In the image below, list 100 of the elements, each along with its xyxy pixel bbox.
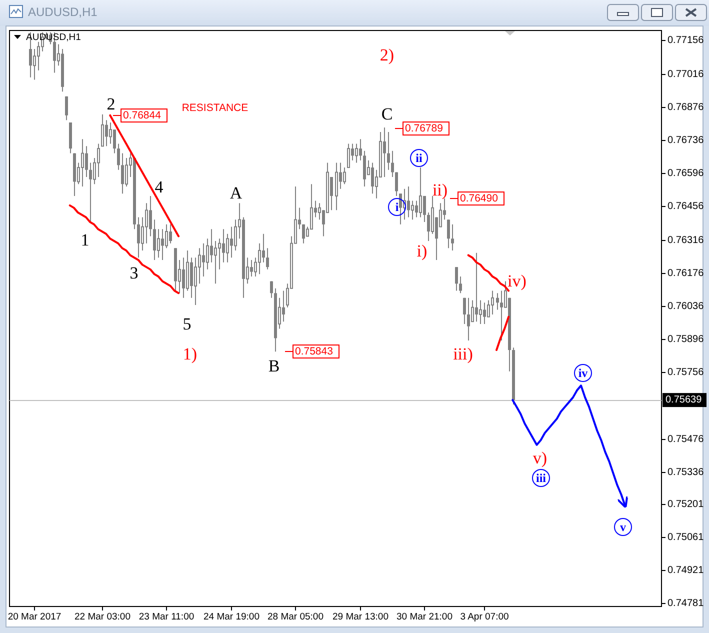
candlestick [153, 219, 156, 260]
candlestick [479, 300, 482, 324]
x-tick-label: 20 Mar 2017 [8, 612, 62, 622]
annotation: 0.75843 [295, 346, 334, 358]
candlestick [451, 224, 454, 251]
y-tick-label: 0.76176 [668, 268, 704, 279]
y-tick-label: 0.75201 [668, 499, 704, 510]
candlestick [282, 290, 285, 322]
y-tick-label: 0.76736 [668, 135, 704, 146]
annotation: 0.76490 [460, 192, 498, 204]
candlestick [97, 143, 100, 178]
candlestick [423, 195, 426, 223]
y-tick-label: 0.75896 [668, 334, 704, 345]
candlestick [161, 228, 164, 260]
candlestick [145, 202, 148, 244]
candlestick [266, 248, 269, 270]
annotation: RESISTANCE [182, 102, 248, 114]
candlestick [467, 297, 470, 342]
y-tick-label: 0.74781 [668, 598, 704, 609]
candlestick [202, 242, 205, 278]
candlestick [194, 257, 197, 306]
annotation: 2) [380, 46, 394, 64]
candlestick [121, 152, 124, 194]
candlestick [459, 276, 462, 294]
annotation: iv [578, 366, 588, 380]
x-tick-label: 28 Mar 05:00 [268, 612, 324, 622]
chart-title: AUDUSD,H1 [28, 5, 98, 19]
x-tick-label: 24 Mar 19:00 [204, 612, 260, 622]
candlestick [355, 143, 358, 164]
candlestick [496, 292, 499, 310]
candlestick [447, 219, 450, 249]
annotation: v [620, 520, 626, 534]
candlestick [214, 240, 217, 284]
candlestick [395, 172, 398, 196]
candlestick [190, 257, 193, 298]
candlestick [109, 122, 112, 144]
candlestick [113, 129, 116, 154]
candlestick [101, 114, 104, 147]
annotation: 5 [182, 314, 192, 334]
candlestick [411, 200, 414, 220]
candlestick [65, 96, 68, 121]
candlestick [455, 266, 458, 292]
y-tick-label: 0.77016 [668, 69, 704, 80]
annotation: 1 [80, 230, 90, 250]
y-tick-label: 0.76596 [668, 168, 704, 179]
candlestick [371, 162, 374, 194]
chart-subtitle: AUDUSD,H1 [26, 32, 81, 43]
candlestick [270, 280, 273, 298]
candlestick [343, 167, 346, 185]
candlestick [125, 158, 128, 187]
candlestick [419, 167, 422, 218]
candlestick [85, 146, 88, 178]
y-tick-label: 0.77156 [668, 35, 704, 46]
candlestick [182, 257, 185, 298]
candlestick [483, 302, 486, 324]
candlestick [387, 131, 390, 170]
candlestick [117, 143, 120, 170]
y-tick-label: 0.76316 [668, 235, 704, 246]
annotation: v) [532, 448, 548, 468]
candlestick [137, 216, 140, 258]
candlestick [383, 126, 386, 178]
x-tick-label: 30 Mar 21:00 [396, 612, 452, 622]
line-series [68, 204, 180, 294]
candlestick [359, 138, 362, 161]
annotation: i [395, 200, 400, 214]
candlestick [81, 138, 84, 187]
candlestick [169, 224, 172, 244]
annotation: B [268, 356, 280, 376]
annotation: 3 [130, 264, 138, 282]
y-tick-label: 0.76456 [668, 201, 704, 212]
x-tick-label: 23 Mar 11:00 [138, 612, 194, 622]
candlestick [391, 150, 394, 178]
y-tick-label: 0.74921 [668, 565, 704, 576]
candlestick [149, 195, 152, 237]
candlestick [206, 238, 209, 270]
candlestick [157, 228, 160, 258]
candlestick [218, 238, 221, 270]
candlestick [262, 233, 265, 263]
candlestick [347, 143, 350, 168]
annotation: A [230, 184, 243, 203]
y-tick-label: 0.75476 [668, 434, 704, 445]
candlestick [258, 242, 261, 275]
annotation: ii) [432, 180, 448, 200]
annotation: iii [536, 471, 547, 485]
candlestick [475, 252, 478, 322]
candlestick [431, 195, 434, 234]
candlestick [234, 219, 237, 251]
annotation: C [381, 104, 393, 124]
annotation: 2 [106, 94, 116, 114]
annotation: i) [416, 242, 428, 260]
candlestick [105, 120, 108, 147]
candlestick [363, 150, 366, 187]
annotation: ii [416, 151, 423, 165]
candlestick [165, 224, 168, 249]
x-tick-label: 3 Apr 07:00 [460, 612, 509, 622]
candlestick [302, 224, 305, 244]
annotation: 0.76844 [123, 110, 162, 122]
candlestick [89, 162, 92, 223]
candlestick [399, 193, 402, 225]
candlestick [463, 297, 466, 324]
